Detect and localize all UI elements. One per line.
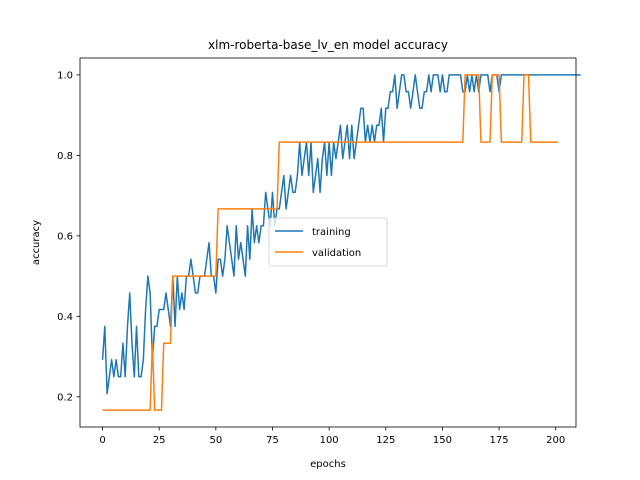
x-tick-label: 25 bbox=[153, 435, 166, 446]
x-tick-label: 175 bbox=[490, 435, 509, 446]
axes: 0 25 50 75 100 125 150 175 200 0.2 0.4 0.6 0.8 1.0 bbox=[57, 57, 577, 446]
x-tick-label: 0 bbox=[99, 435, 105, 446]
plot-area bbox=[101, 74, 581, 411]
y-tick-label: 1.0 bbox=[57, 70, 73, 81]
legend-label-training: training bbox=[312, 227, 351, 238]
x-tick-label: 150 bbox=[433, 435, 452, 446]
y-tick-label: 0.2 bbox=[57, 392, 73, 403]
x-tick-label: 75 bbox=[266, 435, 279, 446]
chart-title: xlm-roberta-base_lv_en model accuracy bbox=[208, 38, 448, 52]
y-tick-label: 0.4 bbox=[57, 312, 73, 323]
legend-label-validation: validation bbox=[312, 248, 361, 259]
legend: training validation bbox=[268, 217, 388, 267]
x-tick-label: 50 bbox=[209, 435, 222, 446]
x-tick-label: 125 bbox=[376, 435, 395, 446]
y-tick-label: 0.6 bbox=[57, 231, 73, 242]
legend-box bbox=[268, 217, 388, 267]
y-axis-title: accuracy bbox=[31, 220, 42, 265]
x-tick-label: 100 bbox=[320, 435, 339, 446]
series-line-validation bbox=[102, 74, 558, 411]
x-tick-label: 200 bbox=[546, 435, 565, 446]
y-tick-label: 0.8 bbox=[57, 151, 73, 162]
axes-frame bbox=[79, 57, 577, 428]
x-axis-title: epochs bbox=[310, 459, 346, 470]
